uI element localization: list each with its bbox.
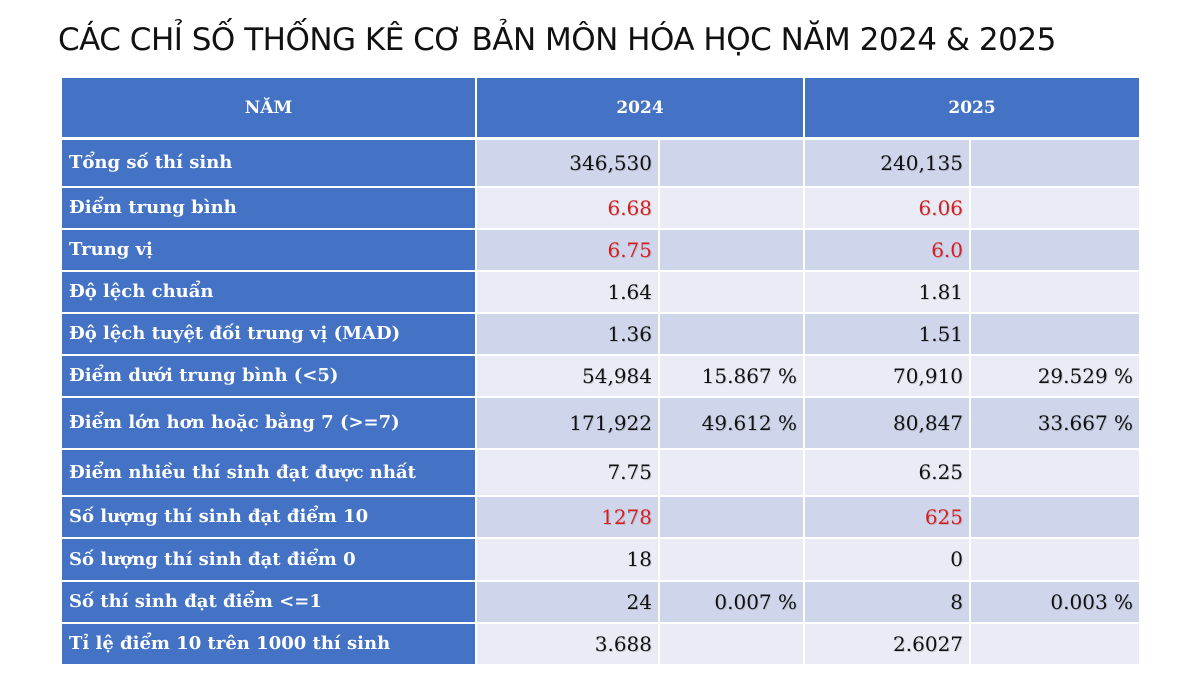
row-label: Số thí sinh đạt điểm <=1 (62, 580, 477, 624)
percent-2024 (659, 312, 806, 356)
row-label: Số lượng thí sinh đạt điểm 10 (62, 495, 477, 539)
percent-2025 (970, 138, 1140, 188)
table-row: Số lượng thí sinh đạt điểm 10 1278 625 (62, 495, 1140, 539)
table-row: Tỉ lệ điểm 10 trên 1000 thí sinh 3.688 2… (62, 622, 1140, 666)
table-row: Tổng số thí sinh 346,530 240,135 (62, 138, 1140, 188)
row-label: Điểm nhiều thí sinh đạt được nhất (62, 448, 477, 497)
table-header-row: NĂM 2024 2025 (62, 78, 1140, 140)
value-2025: 2.6027 (804, 622, 972, 666)
table-row: Số thí sinh đạt điểm <=1 24 0.007 % 8 0.… (62, 580, 1140, 624)
row-label: Độ lệch chuẩn (62, 270, 477, 314)
percent-2024 (659, 228, 806, 272)
percent-2024 (659, 186, 806, 230)
value-2024: 171,922 (476, 396, 660, 450)
value-2025: 240,135 (804, 138, 972, 188)
percent-2025 (970, 312, 1140, 356)
percent-2024 (659, 138, 806, 188)
percent-2024 (659, 448, 806, 497)
percent-2025: 0.003 % (970, 580, 1140, 624)
value-2025: 70,910 (804, 354, 972, 398)
percent-2025 (970, 537, 1140, 582)
table-row: Độ lệch tuyệt đối trung vị (MAD) 1.36 1.… (62, 312, 1140, 356)
row-label: Trung vị (62, 228, 477, 272)
percent-2024 (659, 537, 806, 582)
value-2025: 1.51 (804, 312, 972, 356)
percent-2025 (970, 228, 1140, 272)
row-label: Điểm dưới trung bình (<5) (62, 354, 477, 398)
percent-2025 (970, 622, 1140, 666)
table-row: Điểm lớn hơn hoặc bằng 7 (>=7) 171,922 4… (62, 396, 1140, 450)
value-2024: 54,984 (476, 354, 660, 398)
percent-2024: 15.867 % (659, 354, 806, 398)
slide-title: CÁC CHỈ SỐ THỐNG KÊ CƠ BẢN MÔN HÓA HỌC N… (58, 22, 1056, 58)
header-2024: 2024 (476, 78, 806, 140)
table-row: Độ lệch chuẩn 1.64 1.81 (62, 270, 1140, 314)
percent-2024 (659, 622, 806, 666)
percent-2024 (659, 270, 806, 314)
value-2025: 0 (804, 537, 972, 582)
percent-2024: 49.612 % (659, 396, 806, 450)
header-year: NĂM (62, 78, 477, 140)
row-label: Điểm trung bình (62, 186, 477, 230)
value-2024: 1.36 (476, 312, 660, 356)
percent-2025 (970, 270, 1140, 314)
value-2024: 3.688 (476, 622, 660, 666)
row-label: Điểm lớn hơn hoặc bằng 7 (>=7) (62, 396, 477, 450)
value-2024: 1278 (476, 495, 660, 539)
value-2024: 1.64 (476, 270, 660, 314)
row-label: Số lượng thí sinh đạt điểm 0 (62, 537, 477, 582)
value-2024: 6.75 (476, 228, 660, 272)
table-row: Điểm dưới trung bình (<5) 54,984 15.867 … (62, 354, 1140, 398)
percent-2025 (970, 186, 1140, 230)
percent-2025: 29.529 % (970, 354, 1140, 398)
value-2024: 6.68 (476, 186, 660, 230)
percent-2025: 33.667 % (970, 396, 1140, 450)
value-2025: 1.81 (804, 270, 972, 314)
row-label: Tổng số thí sinh (62, 138, 477, 188)
row-label: Tỉ lệ điểm 10 trên 1000 thí sinh (62, 622, 477, 666)
table-row: Điểm trung bình 6.68 6.06 (62, 186, 1140, 230)
table-row: Trung vị 6.75 6.0 (62, 228, 1140, 272)
table-row: Số lượng thí sinh đạt điểm 0 18 0 (62, 537, 1140, 582)
header-2025: 2025 (804, 78, 1140, 140)
percent-2024: 0.007 % (659, 580, 806, 624)
value-2025: 8 (804, 580, 972, 624)
value-2025: 6.0 (804, 228, 972, 272)
value-2025: 625 (804, 495, 972, 539)
value-2024: 18 (476, 537, 660, 582)
value-2024: 24 (476, 580, 660, 624)
value-2025: 6.06 (804, 186, 972, 230)
table-row: Điểm nhiều thí sinh đạt được nhất 7.75 6… (62, 448, 1140, 497)
value-2024: 7.75 (476, 448, 660, 497)
statistics-table: NĂM 2024 2025 Tổng số thí sinh 346,530 2… (62, 78, 1140, 666)
percent-2024 (659, 495, 806, 539)
value-2024: 346,530 (476, 138, 660, 188)
value-2025: 80,847 (804, 396, 972, 450)
percent-2025 (970, 448, 1140, 497)
row-label: Độ lệch tuyệt đối trung vị (MAD) (62, 312, 477, 356)
value-2025: 6.25 (804, 448, 972, 497)
percent-2025 (970, 495, 1140, 539)
